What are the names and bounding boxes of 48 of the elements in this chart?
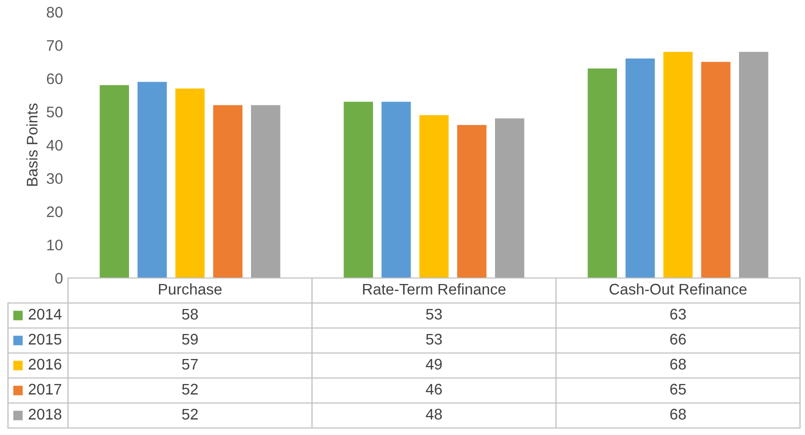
bar (419, 115, 449, 278)
legend-label: 2017 (28, 384, 62, 395)
legend-label: 2018 (28, 408, 62, 420)
data-label: 53 (426, 334, 442, 345)
data-label: 66 (670, 334, 686, 345)
data-label: 46 (426, 384, 442, 395)
legend-label: 2014 (28, 308, 62, 320)
y-tick-label: 0 (55, 272, 63, 284)
bar (382, 102, 411, 278)
bar (739, 52, 768, 278)
y-tick-label: 70 (46, 40, 63, 51)
bar (663, 52, 693, 278)
x-tick-label: Rate-Term Refinance (363, 283, 506, 295)
y-tick-label: 30 (46, 173, 63, 184)
bar (251, 105, 280, 278)
data-label: 63 (670, 308, 686, 320)
data-label: 52 (182, 408, 198, 420)
data-label: 65 (670, 384, 686, 395)
y-tick-label: 40 (46, 140, 63, 151)
legend-label: 2016 (28, 358, 62, 370)
data-label: 53 (426, 308, 442, 320)
y-tick-label: 20 (46, 206, 63, 218)
data-label: 48 (426, 408, 442, 420)
x-tick-label: Purchase (158, 283, 222, 295)
bar (100, 85, 129, 278)
y-tick-label: 60 (46, 73, 63, 84)
bar (175, 88, 205, 278)
bar (701, 62, 730, 278)
bar (588, 68, 617, 278)
data-label: 58 (182, 308, 198, 320)
data-label: 52 (182, 384, 198, 395)
bar (495, 118, 524, 278)
data-label: 68 (670, 358, 686, 370)
bar (138, 82, 167, 278)
y-tick-label: 80 (46, 6, 63, 18)
bar (213, 105, 242, 278)
y-tick-label: 50 (46, 106, 63, 118)
data-label: 59 (182, 334, 198, 345)
bar (344, 102, 373, 278)
x-tick-label: Cash-Out Refinance (610, 283, 747, 295)
data-label: 57 (182, 358, 198, 370)
y-axis-title: Basis Points (26, 104, 38, 186)
data-label: 49 (426, 358, 442, 370)
bar (626, 58, 655, 278)
legend-label: 2015 (28, 334, 62, 345)
y-tick-label: 10 (47, 240, 63, 250)
data-label: 68 (670, 408, 686, 420)
bar (457, 125, 486, 278)
